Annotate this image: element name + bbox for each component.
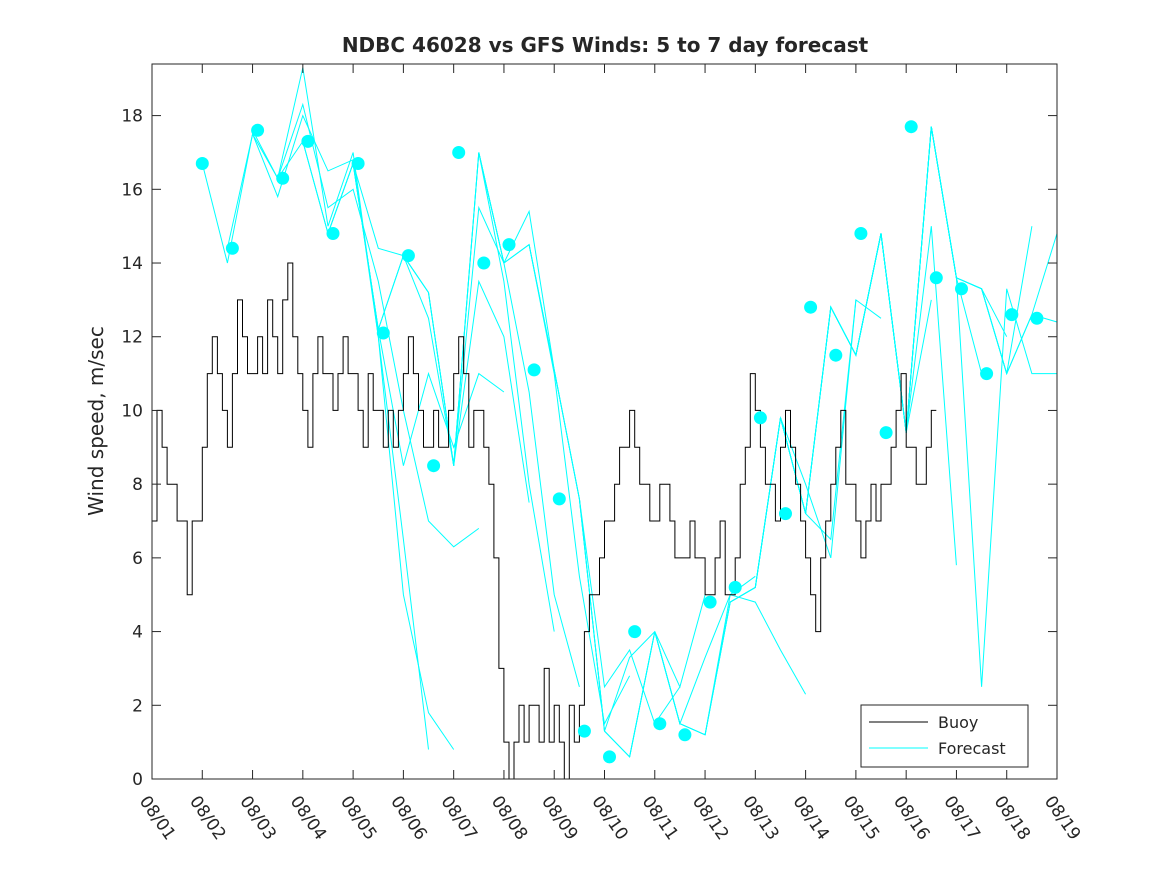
forecast-marker <box>351 157 365 170</box>
forecast-marker <box>251 123 265 137</box>
forecast-marker <box>703 595 717 609</box>
y-tick-label: 12 <box>121 328 143 348</box>
y-tick-label: 14 <box>121 254 143 274</box>
forecast-marker <box>477 256 491 270</box>
forecast-marker <box>879 426 893 440</box>
x-tick-label: 08/18 <box>990 792 1034 844</box>
x-tick-label: 08/11 <box>638 792 682 844</box>
x-tick-label: 08/03 <box>235 792 279 844</box>
forecast-marker <box>195 157 209 170</box>
plot-area <box>152 64 1057 779</box>
forecast-line-2 <box>226 67 455 750</box>
forecast-marker <box>326 227 340 240</box>
y-tick-label: 0 <box>132 770 143 790</box>
legend: Buoy Forecast <box>860 704 1029 768</box>
y-tick-label: 2 <box>132 696 143 716</box>
y-tick-label: 16 <box>121 180 143 200</box>
forecast-marker <box>904 120 918 134</box>
forecast-marker <box>779 507 792 521</box>
forecast-marker <box>552 492 566 506</box>
forecast-marker <box>829 348 843 362</box>
x-tick-label: 08/09 <box>537 792 581 844</box>
x-tick-label: 08/04 <box>286 792 330 844</box>
y-axis-label: Wind speed, m/sec <box>84 326 108 516</box>
forecast-marker <box>276 171 290 185</box>
x-tick-label: 08/07 <box>437 792 481 844</box>
buoy-series <box>152 262 937 780</box>
forecast-marker <box>854 227 868 240</box>
x-tick-label: 08/10 <box>587 792 631 844</box>
buoy-line <box>152 262 937 780</box>
forecast-marker <box>603 750 616 764</box>
forecast-marker <box>376 326 390 340</box>
forecast-marker <box>753 411 767 425</box>
y-tick-label: 4 <box>132 623 143 643</box>
forecast-marker <box>1030 311 1044 325</box>
x-tick-label: 08/15 <box>839 792 883 844</box>
legend-buoy-label: Buoy <box>938 713 978 732</box>
legend-box <box>860 704 1029 768</box>
forecast-line-3 <box>252 102 480 548</box>
forecast-marker <box>980 367 994 381</box>
forecast-marker <box>577 724 591 738</box>
forecast-marker <box>1005 308 1019 322</box>
x-tick-label: 08/06 <box>386 792 430 844</box>
x-tick-label: 08/05 <box>336 792 380 844</box>
x-tick-label: 08/14 <box>789 792 833 844</box>
forecast-marker <box>527 363 541 377</box>
y-tick-label: 6 <box>132 549 143 569</box>
chart-title: NDBC 46028 vs GFS Winds: 5 to 7 day fore… <box>342 33 869 57</box>
forecast-marker <box>427 459 441 473</box>
x-tick-label: 08/13 <box>738 792 782 844</box>
y-axis-ticks: 0 2 4 6 8 10 12 14 16 18 <box>121 107 1057 790</box>
forecast-marker <box>653 717 667 731</box>
forecast-marker <box>955 282 968 296</box>
plot-background <box>152 64 1057 779</box>
x-tick-label: 08/01 <box>135 792 179 844</box>
forecast-marker <box>929 271 943 285</box>
x-tick-label: 08/08 <box>487 792 531 844</box>
forecast-marker <box>804 300 818 314</box>
forecast-marker <box>502 238 516 252</box>
x-tick-label: 08/16 <box>889 792 933 844</box>
forecast-marker <box>628 625 642 639</box>
y-tick-label: 10 <box>121 401 143 421</box>
y-tick-label: 8 <box>132 475 143 495</box>
forecast-marker <box>678 728 692 742</box>
x-tick-label: 08/02 <box>185 792 229 844</box>
forecast-marker <box>452 146 466 159</box>
x-tick-label: 08/19 <box>1040 792 1084 844</box>
forecast-marker <box>301 134 315 148</box>
forecast-marker <box>225 241 239 255</box>
forecast-line-1 <box>201 114 429 750</box>
x-tick-label: 08/12 <box>688 792 732 844</box>
x-tick-label: 08/17 <box>939 792 983 844</box>
forecast-marker <box>401 249 415 263</box>
legend-forecast-label: Forecast <box>938 739 1006 758</box>
forecast-marker <box>728 580 742 594</box>
forecast-markers <box>195 120 1044 764</box>
y-tick-label: 18 <box>121 107 143 127</box>
